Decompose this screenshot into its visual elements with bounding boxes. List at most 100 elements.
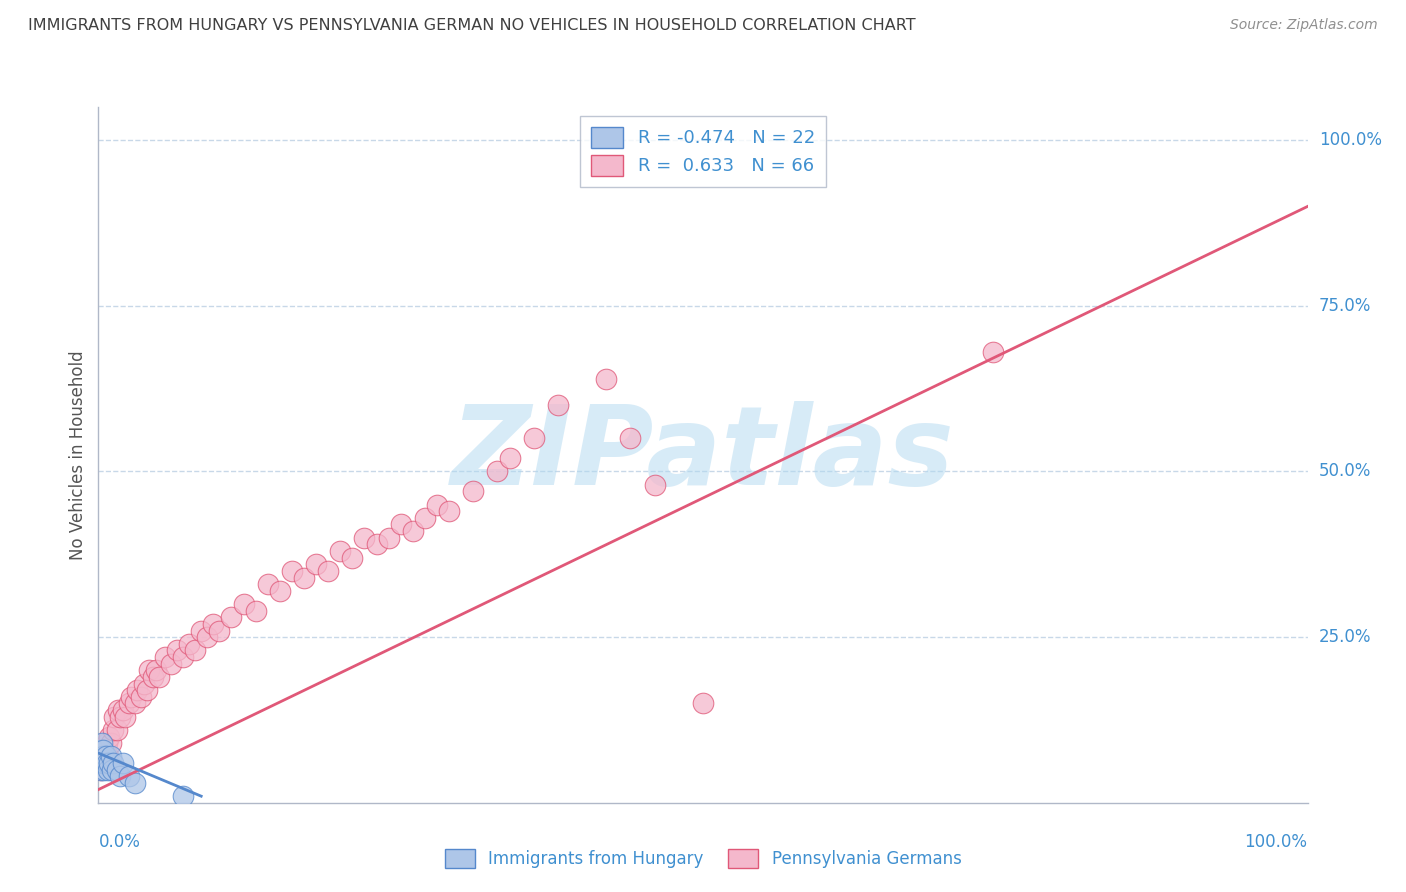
- Point: [108, 709, 131, 723]
- Point: [100, 763, 122, 777]
- Point: [91, 736, 114, 750]
- Point: [91, 756, 114, 770]
- Point: [329, 544, 352, 558]
- Point: [94, 749, 117, 764]
- Point: [118, 697, 141, 711]
- Text: 75.0%: 75.0%: [1319, 297, 1371, 315]
- Point: [160, 657, 183, 671]
- Point: [245, 604, 267, 618]
- Point: [184, 643, 207, 657]
- Point: [101, 756, 124, 770]
- Text: IMMIGRANTS FROM HUNGARY VS PENNSYLVANIA GERMAN NO VEHICLES IN HOUSEHOLD CORRELAT: IMMIGRANTS FROM HUNGARY VS PENNSYLVANIA …: [28, 18, 915, 33]
- Point: [127, 683, 149, 698]
- Point: [269, 583, 291, 598]
- Point: [134, 676, 156, 690]
- Point: [91, 749, 114, 764]
- Point: [135, 683, 157, 698]
- Point: [426, 498, 449, 512]
- Point: [172, 789, 194, 804]
- Point: [498, 451, 520, 466]
- Point: [305, 558, 328, 572]
- Point: [103, 709, 125, 723]
- Point: [202, 616, 225, 631]
- Point: [91, 756, 114, 770]
- Point: [118, 769, 141, 783]
- Point: [96, 756, 118, 770]
- Point: [124, 776, 146, 790]
- Text: ZIPatlas: ZIPatlas: [451, 401, 955, 508]
- Point: [148, 670, 170, 684]
- Point: [105, 723, 128, 737]
- Point: [366, 537, 388, 551]
- Legend: R = -0.474   N = 22, R =  0.633   N = 66: R = -0.474 N = 22, R = 0.633 N = 66: [581, 116, 825, 186]
- Point: [402, 524, 425, 538]
- Point: [138, 663, 160, 677]
- Point: [114, 709, 136, 723]
- Point: [105, 763, 128, 777]
- Point: [547, 398, 569, 412]
- Point: [981, 345, 1004, 359]
- Point: [100, 749, 122, 764]
- Point: [281, 564, 304, 578]
- Point: [595, 372, 617, 386]
- Point: [98, 730, 121, 744]
- Point: [91, 749, 114, 764]
- Text: 100.0%: 100.0%: [1319, 131, 1382, 149]
- Point: [692, 697, 714, 711]
- Point: [353, 531, 375, 545]
- Point: [463, 484, 485, 499]
- Point: [97, 749, 120, 764]
- Point: [111, 703, 134, 717]
- Point: [90, 763, 112, 777]
- Point: [89, 749, 111, 764]
- Point: [90, 763, 112, 777]
- Point: [100, 736, 122, 750]
- Point: [96, 736, 118, 750]
- Legend: Immigrants from Hungary, Pennsylvania Germans: Immigrants from Hungary, Pennsylvania Ge…: [437, 842, 969, 875]
- Text: Source: ZipAtlas.com: Source: ZipAtlas.com: [1230, 18, 1378, 32]
- Point: [142, 670, 165, 684]
- Point: [166, 643, 188, 657]
- Y-axis label: No Vehicles in Household: No Vehicles in Household: [69, 350, 87, 560]
- Point: [195, 630, 218, 644]
- Point: [93, 743, 115, 757]
- Point: [172, 650, 194, 665]
- Point: [93, 763, 115, 777]
- Point: [208, 624, 231, 638]
- Point: [292, 570, 315, 584]
- Point: [232, 597, 254, 611]
- Point: [94, 749, 117, 764]
- Point: [523, 431, 546, 445]
- Point: [124, 697, 146, 711]
- Point: [90, 743, 112, 757]
- Point: [644, 477, 666, 491]
- Point: [377, 531, 399, 545]
- Point: [107, 703, 129, 717]
- Point: [129, 690, 152, 704]
- Text: 0.0%: 0.0%: [98, 833, 141, 851]
- Point: [145, 663, 167, 677]
- Point: [101, 723, 124, 737]
- Point: [179, 637, 201, 651]
- Text: 100.0%: 100.0%: [1244, 833, 1308, 851]
- Text: 25.0%: 25.0%: [1319, 628, 1371, 646]
- Point: [120, 690, 142, 704]
- Point: [342, 550, 364, 565]
- Point: [389, 517, 412, 532]
- Point: [97, 763, 120, 777]
- Point: [108, 769, 131, 783]
- Point: [486, 465, 509, 479]
- Point: [91, 743, 114, 757]
- Point: [153, 650, 176, 665]
- Point: [256, 577, 278, 591]
- Point: [190, 624, 212, 638]
- Point: [437, 504, 460, 518]
- Point: [93, 756, 115, 770]
- Text: 50.0%: 50.0%: [1319, 462, 1371, 481]
- Point: [619, 431, 641, 445]
- Point: [221, 610, 243, 624]
- Point: [413, 511, 436, 525]
- Point: [316, 564, 339, 578]
- Point: [98, 756, 121, 770]
- Point: [111, 756, 134, 770]
